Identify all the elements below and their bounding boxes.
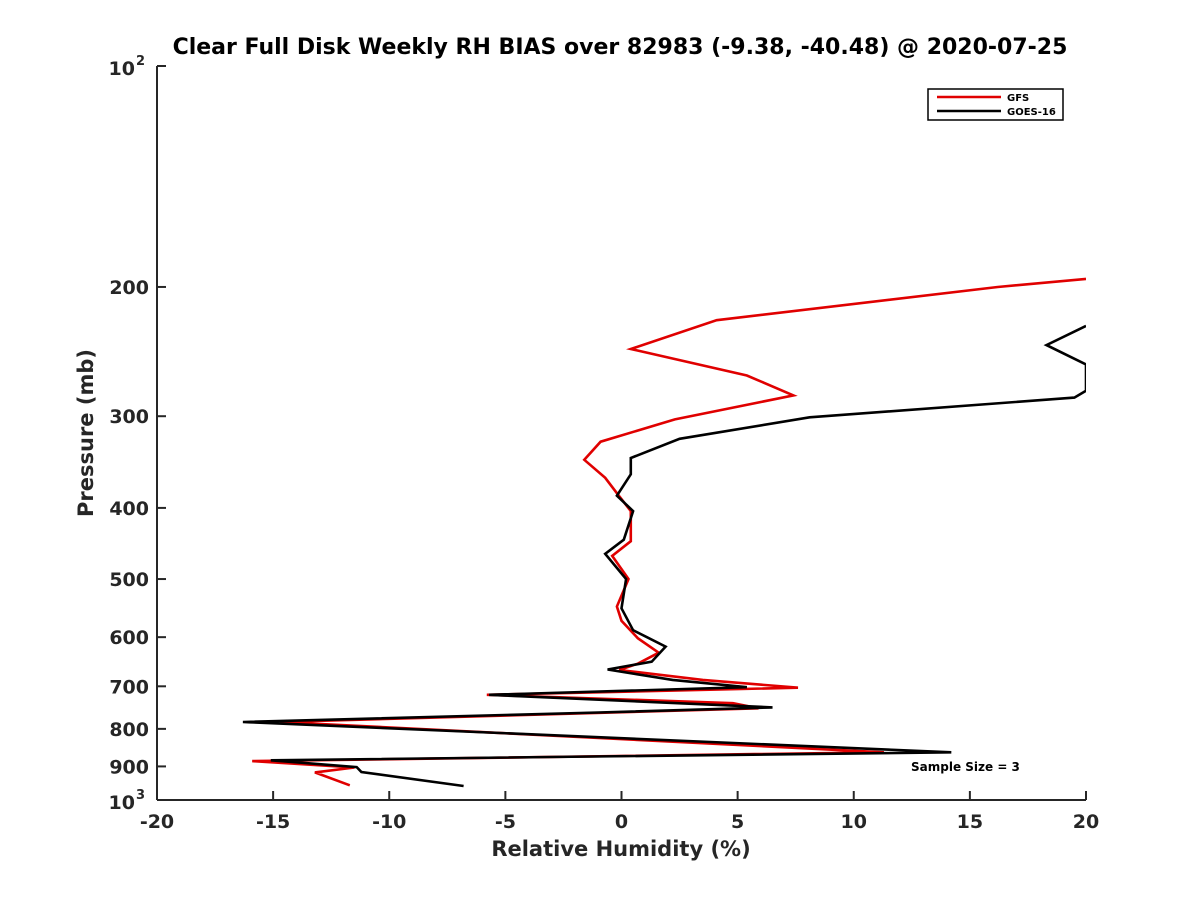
x-tick-label: 15 — [957, 811, 983, 833]
chart-title: Clear Full Disk Weekly RH BIAS over 8298… — [173, 35, 1068, 60]
x-tick-label: 5 — [731, 811, 744, 833]
y-tick-label: 600 — [109, 627, 149, 649]
series-layer — [242, 277, 1086, 788]
x-tick-label: -20 — [140, 811, 174, 833]
x-tick-label: 10 — [841, 811, 867, 833]
legend-box — [927, 88, 1064, 121]
y-tick-label: 300 — [109, 406, 149, 428]
x-tick-label: 20 — [1073, 811, 1099, 833]
y-tick-label: 400 — [109, 498, 149, 520]
legend: GFS GOES-16 — [927, 88, 1064, 121]
y-tick-label: 500 — [109, 569, 149, 591]
y-tick-label: 800 — [109, 719, 149, 741]
y-tick-label: 700 — [109, 676, 149, 698]
y-tick-label: 900 — [109, 756, 149, 778]
x-axis-label: Relative Humidity (%) — [491, 837, 750, 861]
y-tick-label-exp-base: 10 — [109, 792, 135, 814]
y-tick-label-exp-power: 3 — [136, 788, 145, 803]
y-axis-label: Pressure (mb) — [74, 349, 98, 517]
series-line-goes16 — [242, 324, 1086, 788]
y-tick-label-exp-base: 10 — [109, 58, 135, 80]
y-tick-label-exp-power: 2 — [136, 54, 145, 69]
legend-label-gfs: GFS — [1007, 93, 1029, 104]
x-tick-label: -10 — [372, 811, 406, 833]
legend-label-goes16: GOES-16 — [1007, 107, 1056, 118]
sample-size-annotation: Sample Size = 3 — [911, 760, 1020, 774]
x-tick-label: -5 — [495, 811, 516, 833]
y-tick-label: 200 — [109, 277, 149, 299]
x-tick-label: -15 — [256, 811, 290, 833]
axes-layer: -20 -15 -10 -5 0 5 10 15 20 200 300 400 500 600 700 800… — [109, 54, 1100, 833]
x-tick-label: 0 — [615, 811, 628, 833]
